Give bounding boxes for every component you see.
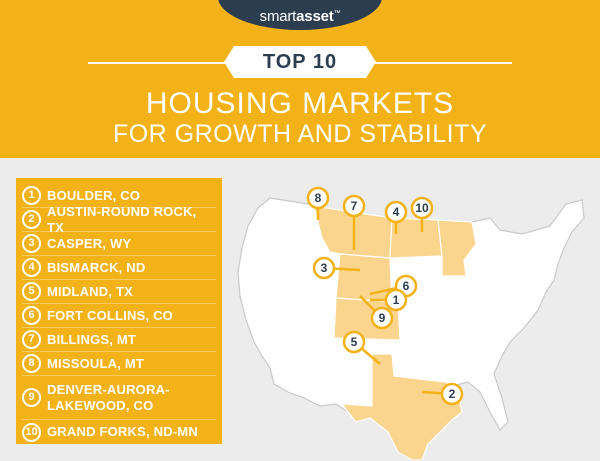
map-marker: 6 — [369, 274, 418, 298]
ranking-item: 7 BILLINGS, MT — [22, 328, 216, 352]
svg-text:2: 2 — [449, 387, 456, 401]
city-label: BISMARCK, ND — [47, 259, 146, 275]
rank-badge: 8 — [22, 354, 41, 373]
us-map: 8 7 4 10 3 6 1 9 5 2 — [237, 186, 585, 460]
city-label: MISSOULA, MT — [47, 355, 145, 371]
svg-text:8: 8 — [315, 191, 322, 205]
map-marker: 1 — [370, 288, 408, 312]
city-label: FORT COLLINS, CO — [47, 307, 173, 323]
banner-rule-right — [366, 62, 512, 64]
ranking-item: 8 MISSOULA, MT — [22, 352, 216, 376]
rank-badge: 10 — [22, 422, 41, 442]
rank-badge: 4 — [22, 258, 41, 277]
logo-text: smartasset™ — [259, 8, 341, 25]
rank-badge: 5 — [22, 282, 41, 301]
map-marker: 8 — [306, 186, 330, 220]
svg-text:6: 6 — [403, 279, 410, 293]
map-marker: 5 — [342, 330, 381, 365]
rank-badge: 1 — [22, 186, 41, 205]
highlight-texas — [340, 353, 463, 460]
highlight-minnesota — [437, 219, 477, 277]
page-title: HOUSING MARKETS — [145, 87, 455, 120]
smartasset-logo: smartasset™ — [218, 0, 382, 30]
highlight-wyoming — [335, 253, 393, 303]
ranking-item: 4 BISMARCK, ND — [22, 256, 216, 280]
top-10-ribbon: TOP 10 — [224, 46, 376, 78]
map-marker: 3 — [312, 256, 361, 280]
ranking-item: 1 BOULDER, CO — [22, 184, 216, 208]
map-marker: 9 — [359, 295, 394, 330]
city-label: GRAND FORKS, ND-MN — [47, 424, 198, 439]
map-marker: 10 — [410, 196, 434, 232]
ranking-item: 10 GRAND FORKS, ND-MN — [22, 420, 216, 444]
ranking-item: 3 CASPER, WY — [22, 232, 216, 256]
svg-text:4: 4 — [393, 205, 400, 219]
city-label: MIDLAND, TX — [47, 283, 133, 299]
map-marker: 2 — [421, 382, 464, 406]
ranking-item: 6 FORT COLLINS, CO — [22, 304, 216, 328]
city-label: BOULDER, CO — [47, 187, 141, 203]
svg-text:1: 1 — [393, 293, 400, 307]
city-label: DENVER-AURORA- LAKEWOOD, CO — [47, 381, 170, 413]
rank-badge: 2 — [22, 210, 41, 229]
map-marker: 7 — [342, 194, 366, 250]
svg-text:3: 3 — [321, 261, 328, 275]
city-label: BILLINGS, MT — [47, 331, 137, 347]
ranking-item: 2 AUSTIN-ROUND ROCK, TX — [22, 204, 216, 235]
rank-badge: 7 — [22, 330, 41, 349]
map-marker: 4 — [384, 200, 408, 234]
svg-text:10: 10 — [415, 201, 429, 215]
header-banner: smartasset™ TOP 10 HOUSING MARKETS FOR G… — [0, 0, 600, 158]
svg-text:7: 7 — [351, 199, 358, 213]
rank-badge: 3 — [22, 234, 41, 253]
banner-rule-left — [88, 62, 234, 64]
ranking-item: 5 MIDLAND, TX — [22, 280, 216, 304]
highlight-north-dakota — [389, 217, 443, 259]
rank-badge: 6 — [22, 306, 41, 325]
ranking-item: 9 DENVER-AURORA- LAKEWOOD, CO — [22, 376, 216, 420]
city-label: CASPER, WY — [47, 235, 132, 251]
page-subtitle: FOR GROWTH AND STABILITY — [112, 120, 488, 148]
svg-text:9: 9 — [379, 311, 386, 325]
svg-text:5: 5 — [351, 335, 358, 349]
rank-badge: 9 — [22, 388, 41, 407]
city-label: AUSTIN-ROUND ROCK, TX — [47, 203, 197, 235]
ranking-list: 1 BOULDER, CO 2 AUSTIN-ROUND ROCK, TX 3 CAS… — [16, 178, 222, 444]
